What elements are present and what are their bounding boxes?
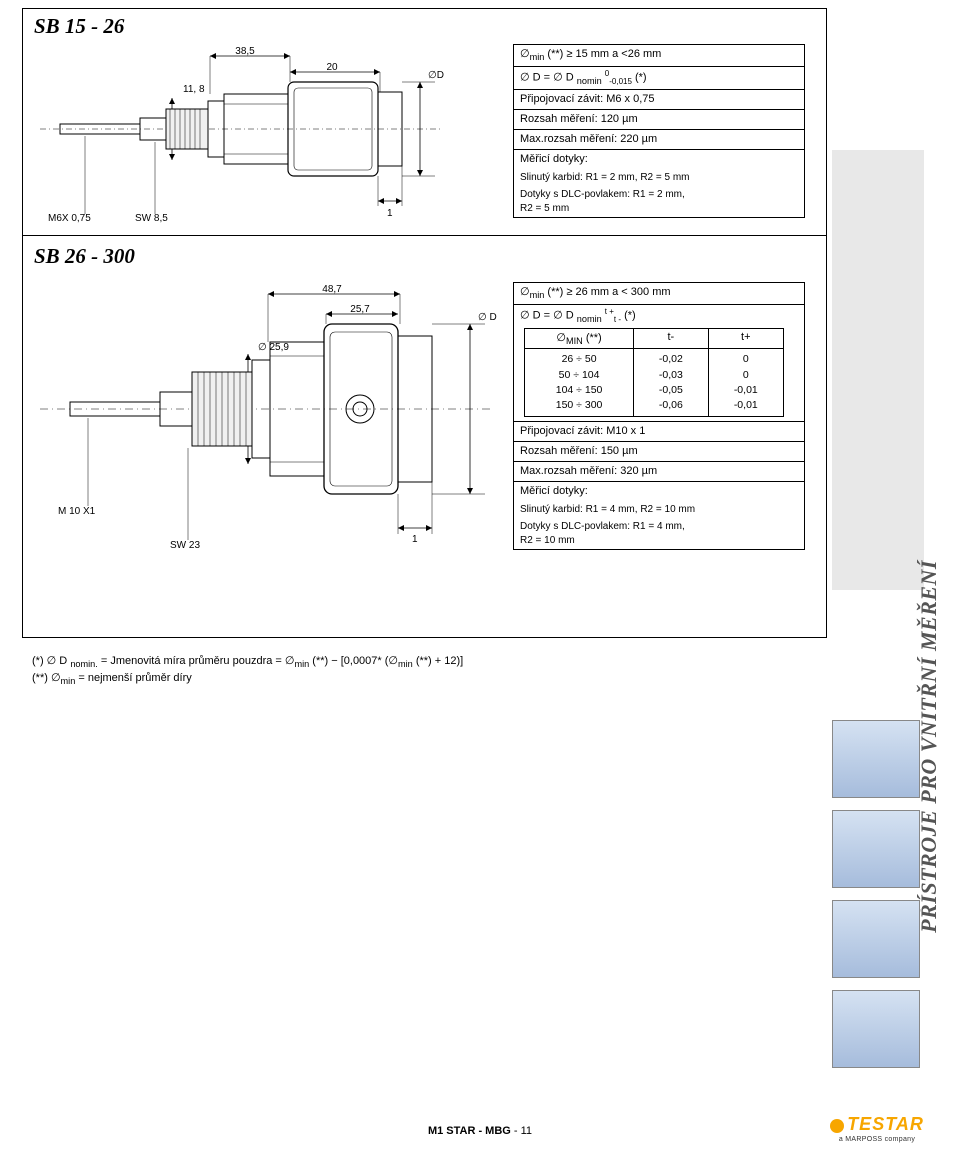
- section-divider: [22, 235, 827, 236]
- spec-row: Dotyky s DLC-povlakem: R1 = 4 mm,R2 = 10…: [514, 518, 804, 549]
- svg-text:SW 23: SW 23: [170, 540, 200, 551]
- section2-title: SB 26 - 300: [34, 244, 135, 269]
- logo-dot-icon: [830, 1119, 844, 1133]
- table-header: t+: [709, 329, 783, 348]
- spec-row: ∅min (**) ≥ 15 mm a <26 mm: [514, 45, 804, 67]
- spec-row: Max.rozsah měření: 220 µm: [514, 130, 804, 150]
- spec-row: Měřicí dotyky:: [514, 482, 804, 501]
- logo-subtitle: a MARPOSS company: [828, 1136, 926, 1143]
- svg-text:48,7: 48,7: [322, 284, 342, 295]
- svg-text:SW 8,5: SW 8,5: [135, 213, 168, 224]
- svg-text:1: 1: [387, 208, 393, 219]
- svg-text:∅ 25,9: ∅ 25,9: [258, 342, 289, 353]
- spec-row: ∅min (**) ≥ 26 mm a < 300 mm: [514, 283, 804, 305]
- side-tab-bg: [832, 150, 924, 590]
- table-cell: -0,02 -0,03 -0,05 -0,06: [634, 349, 708, 416]
- svg-text:1: 1: [412, 534, 418, 545]
- spec-row: Rozsah měření: 120 µm: [514, 110, 804, 130]
- page-number: 11: [521, 1125, 532, 1137]
- tolerance-table: ∅MIN (**) t- t+ 26 ÷ 50 50 ÷ 104 104 ÷ 1…: [524, 328, 784, 417]
- spec-row: Dotyky s DLC-povlakem: R1 = 2 mm,R2 = 5 …: [514, 186, 804, 217]
- product-photo: [832, 990, 920, 1068]
- section2-drawing: 48,7 25,7 ∅ D ∅ 25,9: [40, 280, 510, 560]
- product-photo: [832, 720, 920, 798]
- page-footer: M1 STAR - MBG - 11: [0, 1125, 960, 1137]
- spec-row: ∅ D = ∅ D nomin t +t - (*): [514, 305, 804, 326]
- spec-row: Připojovací závit: M10 x 1: [514, 422, 804, 442]
- svg-text:M6X 0,75: M6X 0,75: [48, 213, 91, 224]
- product-photo: [832, 900, 920, 978]
- spec-row: Max.rozsah měření: 320 µm: [514, 462, 804, 482]
- section1-spec-table: ∅min (**) ≥ 15 mm a <26 mm ∅ D = ∅ D nom…: [513, 44, 805, 218]
- brand-logo: TESTAR a MARPOSS company: [828, 1114, 926, 1143]
- section1-drawing: 38,5 20 ∅D 11, 8: [40, 46, 460, 226]
- spec-row: Slinutý karbid: R1 = 4 mm, R2 = 10 mm: [514, 501, 804, 519]
- product-photo: [832, 810, 920, 888]
- svg-text:25,7: 25,7: [350, 304, 370, 315]
- svg-text:38,5: 38,5: [235, 46, 255, 57]
- footnote-line: (**) ∅min = nejmenší průměr díry: [32, 671, 463, 688]
- spec-row: Slinutý karbid: R1 = 2 mm, R2 = 5 mm: [514, 169, 804, 187]
- table-cell: 0 0 -0,01 -0,01: [709, 349, 783, 416]
- svg-text:∅D: ∅D: [428, 70, 444, 81]
- section2-spec-table: ∅min (**) ≥ 26 mm a < 300 mm ∅ D = ∅ D n…: [513, 282, 805, 550]
- svg-text:11, 8: 11, 8: [183, 84, 205, 95]
- section1-title: SB 15 - 26: [34, 14, 124, 39]
- spec-row: Měřicí dotyky:: [514, 150, 804, 169]
- table-header: t-: [634, 329, 708, 348]
- svg-text:∅ D: ∅ D: [478, 312, 497, 323]
- table-cell: 26 ÷ 50 50 ÷ 104 104 ÷ 150 150 ÷ 300: [525, 349, 634, 416]
- logo-text: TESTAR: [847, 1114, 924, 1134]
- svg-text:20: 20: [326, 62, 338, 73]
- footnote-line: (*) ∅ D nomin. = Jmenovitá míra průměru …: [32, 654, 463, 671]
- footnotes: (*) ∅ D nomin. = Jmenovitá míra průměru …: [32, 654, 463, 688]
- svg-text:M 10 X1: M 10 X1: [58, 506, 96, 517]
- spec-row: Připojovací závit: M6 x 0,75: [514, 90, 804, 110]
- spec-row: ∅ D = ∅ D nomin 0-0,015 (*): [514, 67, 804, 91]
- table-header: ∅MIN (**): [525, 329, 634, 348]
- spec-row: Rozsah měření: 150 µm: [514, 442, 804, 462]
- footer-title: M1 STAR - MBG: [428, 1125, 511, 1137]
